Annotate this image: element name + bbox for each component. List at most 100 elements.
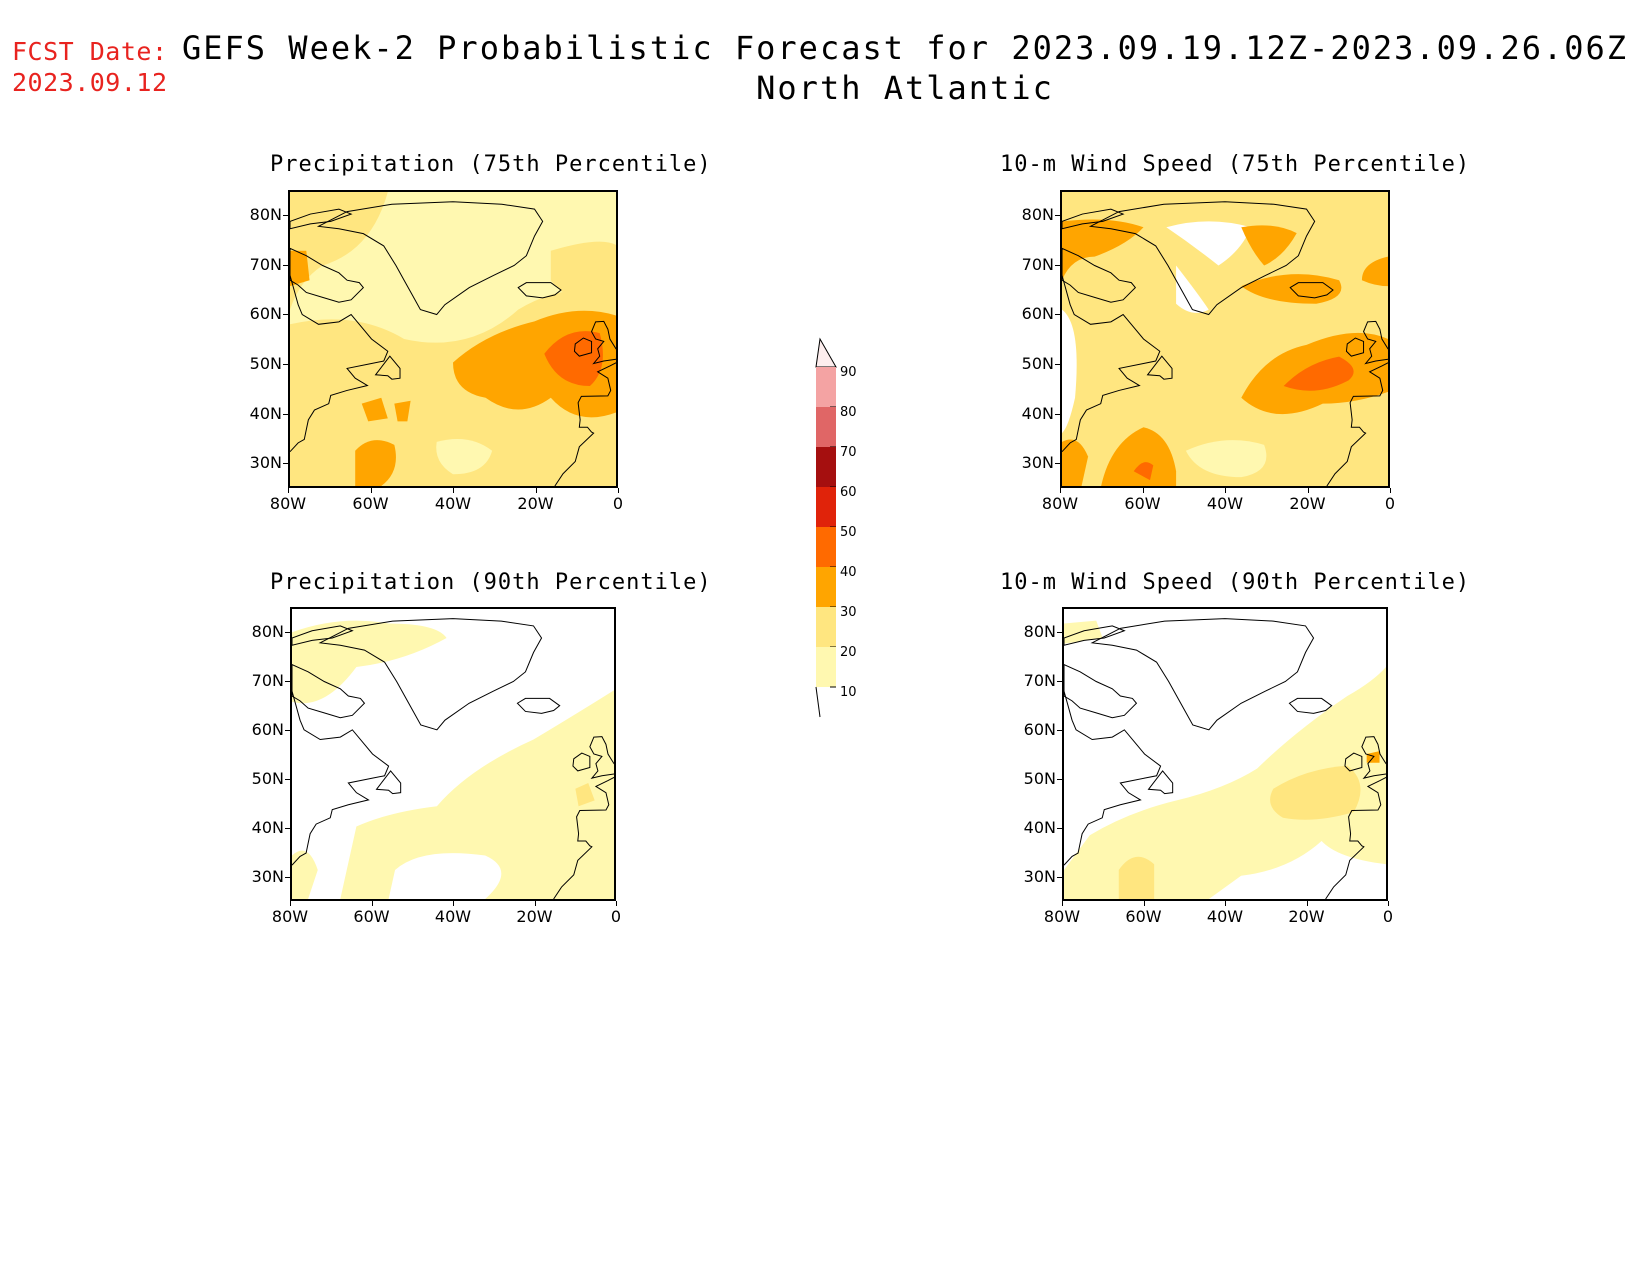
- lat-tick-label: 70N: [1023, 670, 1056, 690]
- shaded-region: [436, 438, 493, 475]
- colorbar-top-arrow: [815, 337, 837, 368]
- shaded-region: [1062, 219, 1144, 281]
- lat-tick: [285, 876, 290, 878]
- lat-tick: [1057, 827, 1062, 829]
- lon-tick-label: 0: [612, 494, 624, 513]
- shaded-region: [1176, 265, 1209, 313]
- coastline: [1346, 338, 1363, 356]
- shaded-region: [1241, 225, 1297, 266]
- lat-tick-label: 80N: [1023, 621, 1056, 641]
- coastline: [1148, 356, 1172, 379]
- lon-tick-label: 20W: [516, 907, 553, 926]
- coastline: [376, 356, 400, 379]
- coastline: [292, 626, 352, 645]
- coastlines: [290, 202, 616, 486]
- coastline: [292, 665, 364, 718]
- title-line-1: GEFS Week-2 Probabilistic Forecast for 2…: [181, 29, 1629, 67]
- shaded-region: [290, 250, 310, 287]
- lat-tick: [285, 778, 290, 780]
- colorbar-segment-80: [816, 367, 836, 407]
- shaded-region: [550, 241, 616, 310]
- lon-tick-label: 20W: [1288, 907, 1325, 926]
- coastline: [554, 773, 614, 899]
- lon-tick: [1142, 488, 1144, 493]
- coastline: [1364, 321, 1388, 363]
- lat-tick: [1057, 680, 1062, 682]
- coastline: [320, 619, 541, 730]
- coastline: [1064, 665, 1136, 718]
- lon-tick: [618, 488, 619, 493]
- shaded-region: [1062, 439, 1089, 486]
- colorbar-segment-10: [816, 647, 836, 687]
- shaded-region: [1062, 309, 1077, 434]
- lon-tick: [1307, 488, 1309, 493]
- lat-tick-label: 70N: [1021, 254, 1054, 274]
- lat-tick-label: 40N: [1021, 403, 1054, 423]
- coastlines: [1062, 202, 1388, 486]
- shaded-region: [361, 397, 388, 422]
- shaded-region: [1270, 765, 1361, 820]
- lat-tick: [1057, 631, 1062, 633]
- lat-tick-label: 30N: [251, 866, 284, 886]
- lat-tick: [285, 827, 290, 829]
- shaded-region: [544, 331, 603, 387]
- lat-tick: [1057, 778, 1062, 780]
- coastline: [1062, 209, 1123, 229]
- coastline: [518, 283, 561, 298]
- panel-title-precip-75: Precipitation (75th Percentile): [270, 152, 712, 177]
- colorbar-label-50: 50: [840, 525, 857, 540]
- shaded-region: [1062, 192, 1388, 486]
- page-title: GEFS Week-2 Probabilistic Forecast for 2…: [0, 28, 1640, 108]
- title-line-2: North Atlantic: [756, 69, 1054, 107]
- forecast-date-block: FCST Date: 2023.09.12: [12, 36, 168, 98]
- panel-title-precip-90: Precipitation (90th Percentile): [270, 570, 712, 595]
- lat-tick: [1055, 463, 1060, 465]
- colorbar-label-20: 20: [840, 645, 857, 660]
- colorbar: [808, 335, 868, 749]
- lat-tick-label: 80N: [251, 621, 284, 641]
- map-precip-90: [290, 607, 616, 901]
- lat-tick-label: 50N: [1023, 768, 1056, 788]
- shaded-region: [1064, 620, 1103, 644]
- lat-tick-label: 60N: [1021, 304, 1054, 324]
- shaded-region: [1166, 221, 1252, 266]
- coastline: [377, 771, 401, 794]
- coastline: [290, 248, 363, 302]
- map-precip-75: [288, 190, 618, 488]
- lat-tick: [285, 729, 290, 731]
- lat-tick-label: 30N: [249, 453, 282, 473]
- shaded-region: [1133, 462, 1154, 481]
- colorbar-segment-20: [816, 607, 836, 647]
- colorbar-segment-70: [816, 407, 836, 447]
- probability-shading: [292, 609, 614, 899]
- lon-tick-label: 80W: [269, 494, 307, 513]
- lon-tick: [288, 488, 289, 493]
- lon-tick: [453, 901, 454, 906]
- lat-tick-label: 60N: [1023, 719, 1056, 739]
- lon-tick: [1062, 901, 1063, 906]
- coastline: [290, 209, 351, 229]
- lat-tick-label: 30N: [1021, 453, 1054, 473]
- shaded-region: [292, 850, 318, 899]
- lat-tick-label: 40N: [251, 817, 284, 837]
- coastline: [592, 321, 616, 363]
- lat-tick-label: 60N: [251, 719, 284, 739]
- probability-shading: [290, 192, 616, 486]
- lat-tick-label: 50N: [251, 768, 284, 788]
- lat-tick: [285, 631, 290, 633]
- coastline: [574, 338, 591, 356]
- colorbar-label-10: 10: [840, 685, 857, 700]
- lon-tick: [1225, 901, 1226, 906]
- lat-tick: [1055, 214, 1060, 216]
- lat-tick-label: 60N: [249, 304, 282, 324]
- shaded-region: [340, 690, 614, 899]
- coastline: [573, 753, 590, 771]
- lon-tick-label: 80W: [1043, 907, 1081, 926]
- lat-tick-label: 40N: [1023, 817, 1056, 837]
- coastline: [1289, 698, 1331, 713]
- forecast-date-label: FCST Date:: [12, 37, 168, 66]
- coastline: [1327, 359, 1388, 486]
- coastline: [1062, 248, 1135, 302]
- lon-tick: [1306, 901, 1308, 906]
- coastline: [1062, 275, 1160, 451]
